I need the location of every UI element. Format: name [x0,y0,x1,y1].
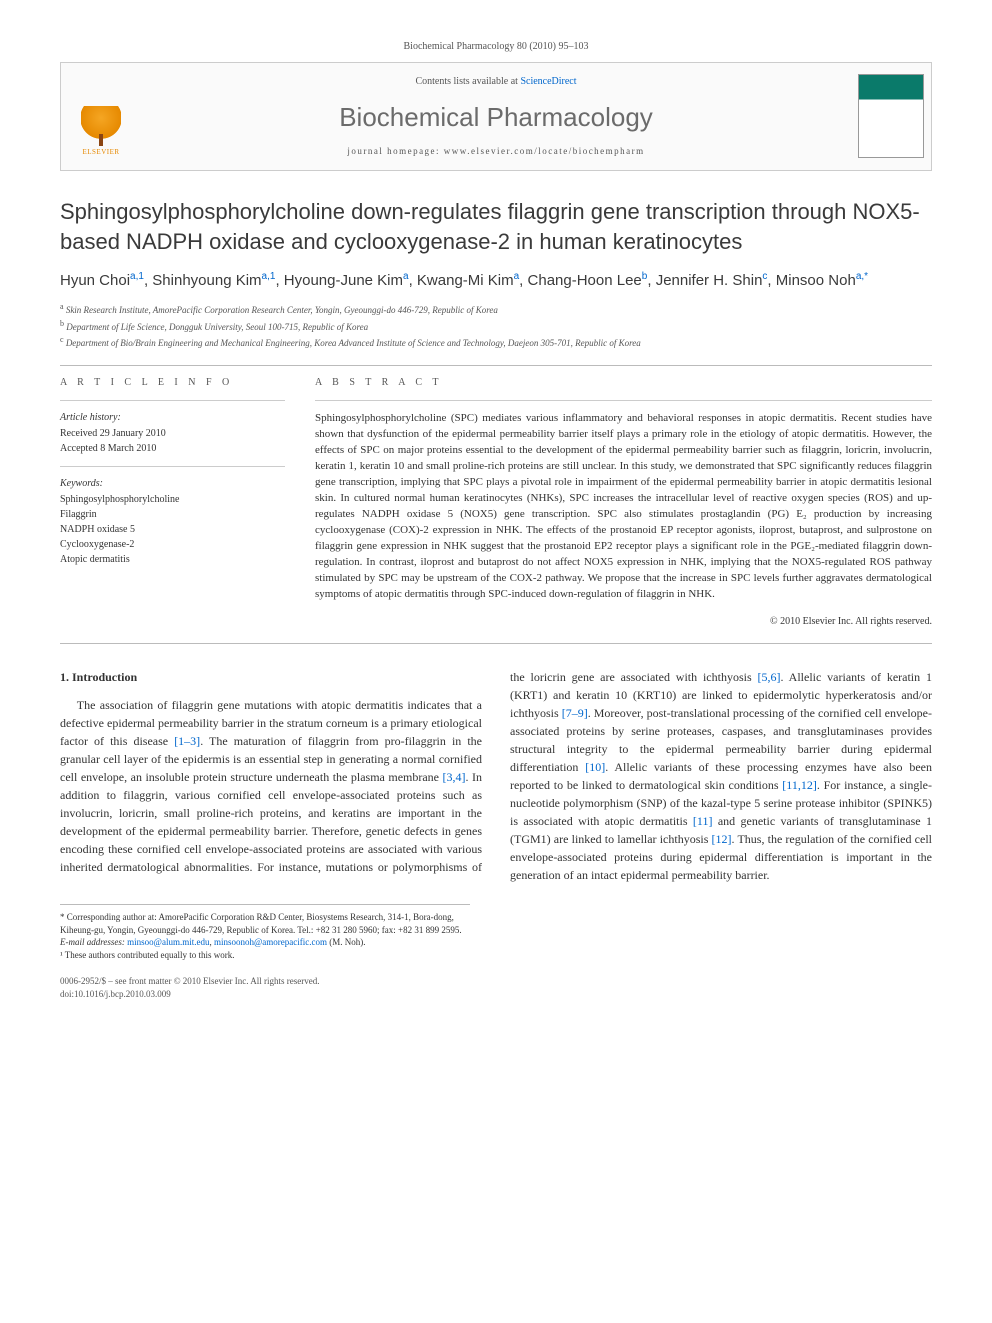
keyword: NADPH oxidase 5 [60,523,285,537]
journal-homepage[interactable]: journal homepage: www.elsevier.com/locat… [149,145,843,158]
footnotes: * Corresponding author at: AmorePacific … [60,904,470,961]
journal-banner: ELSEVIER Contents lists available at Sci… [60,62,932,171]
keyword: Sphingosylphosphorylcholine [60,493,285,507]
contents-available-line: Contents lists available at ScienceDirec… [149,75,843,89]
affiliation: a Skin Research Institute, AmorePacific … [60,301,932,318]
abstract-heading: A B S T R A C T [315,376,932,391]
keyword: Filaggrin [60,508,285,522]
front-matter-line: 0006-2952/$ – see front matter © 2010 El… [60,975,932,988]
page: Biochemical Pharmacology 80 (2010) 95–10… [0,0,992,1041]
reference-link[interactable]: [7–9] [562,706,588,720]
contents-prefix: Contents lists available at [415,76,520,87]
journal-name: Biochemical Pharmacology [149,99,843,135]
rule [60,466,285,467]
keyword: Atopic dermatitis [60,553,285,567]
page-footer: 0006-2952/$ – see front matter © 2010 El… [60,975,932,1000]
author: Kwang-Mi Kima [417,272,519,289]
author: Hyoung-June Kima [284,272,409,289]
reference-link[interactable]: [1–3] [174,734,200,748]
body-two-column: 1. Introduction The association of filag… [60,668,932,884]
affiliation: c Department of Bio/Brain Engineering an… [60,334,932,351]
author: Shinhyoung Kima,1 [152,272,275,289]
publisher-name: ELSEVIER [82,148,119,158]
banner-center: Contents lists available at ScienceDirec… [141,63,851,170]
elsevier-logo: ELSEVIER [71,102,131,162]
cover-thumb-slot [851,63,931,170]
rule [315,400,932,401]
journal-cover-thumbnail [858,74,924,158]
author: Minsoo Noha,* [776,272,868,289]
article-info-column: A R T I C L E I N F O Article history: R… [60,376,285,629]
email-line: E-mail addresses: minsoo@alum.mit.edu, m… [60,936,470,949]
history-accepted: Accepted 8 March 2010 [60,442,285,456]
reference-link[interactable]: [11,12] [782,778,817,792]
rule [60,400,285,401]
history-received: Received 29 January 2010 [60,427,285,441]
reference-link[interactable]: [10] [585,760,605,774]
keywords-label: Keywords: [60,477,285,491]
author-list: Hyun Choia,1, Shinhyoung Kima,1, Hyoung-… [60,270,932,291]
email-link[interactable]: minsoonoh@amorepacific.com [214,937,327,947]
section-heading: 1. Introduction [60,668,482,686]
history-label: Article history: [60,411,285,425]
abstract-text: Sphingosylphosphorylcholine (SPC) mediat… [315,411,932,602]
elsevier-tree-icon [81,106,121,146]
author: Jennifer H. Shinc [656,272,768,289]
reference-link[interactable]: [12] [712,832,732,846]
author: Hyun Choia,1 [60,272,144,289]
publisher-logo-slot: ELSEVIER [61,63,141,170]
equal-contribution-note: ¹ These authors contributed equally to t… [60,949,470,962]
author: Chang-Hoon Leeb [528,272,648,289]
keyword: Cyclooxygenase-2 [60,538,285,552]
abstract-column: A B S T R A C T Sphingosylphosphorylchol… [315,376,932,629]
reference-link[interactable]: [11] [693,814,713,828]
info-abstract-row: A R T I C L E I N F O Article history: R… [60,376,932,629]
article-title: Sphingosylphosphorylcholine down-regulat… [60,197,932,256]
corresponding-author-note: * Corresponding author at: AmorePacific … [60,911,470,936]
article-info-heading: A R T I C L E I N F O [60,376,285,390]
affiliations: a Skin Research Institute, AmorePacific … [60,301,932,351]
abstract-copyright: © 2010 Elsevier Inc. All rights reserved… [315,615,932,630]
rule [60,643,932,644]
sciencedirect-link[interactable]: ScienceDirect [520,76,576,87]
reference-link[interactable]: [3,4] [443,770,466,784]
reference-link[interactable]: [5,6] [757,670,780,684]
citation-header: Biochemical Pharmacology 80 (2010) 95–10… [60,40,932,54]
doi-line: doi:10.1016/j.bcp.2010.03.009 [60,988,932,1001]
body-paragraph: The association of filaggrin gene mutati… [60,668,932,884]
affiliation: b Department of Life Science, Dongguk Un… [60,318,932,335]
rule [60,365,932,366]
email-link[interactable]: minsoo@alum.mit.edu [127,937,209,947]
